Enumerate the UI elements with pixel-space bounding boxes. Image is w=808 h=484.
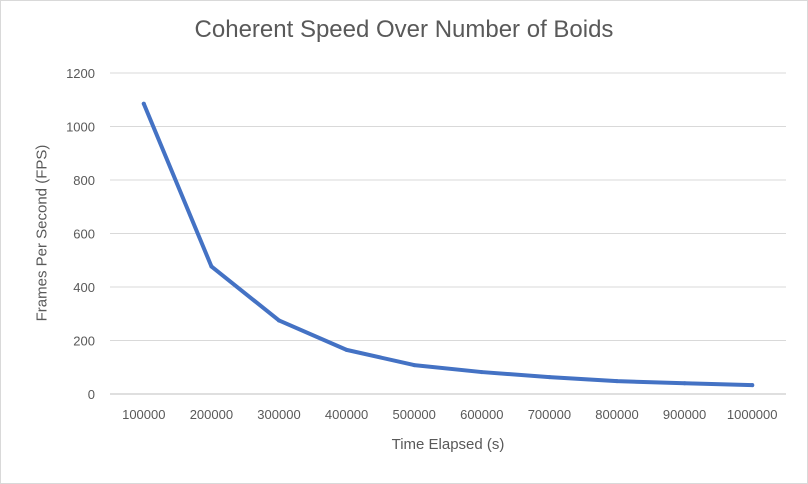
x-tick-label: 400000 xyxy=(325,407,368,422)
data-point xyxy=(682,381,687,386)
data-point xyxy=(412,363,417,368)
x-tick-label: 800000 xyxy=(595,407,638,422)
chart-title: Coherent Speed Over Number of Boids xyxy=(194,16,614,43)
x-axis-label: Time Elapsed (s) xyxy=(391,436,505,453)
y-tick-label: 1000 xyxy=(66,120,95,135)
series-group xyxy=(141,101,755,388)
data-point xyxy=(547,375,552,380)
y-tick-labels: 0 200 400 600 800 1000 1200 xyxy=(66,66,95,402)
y-tick-label: 200 xyxy=(73,334,95,349)
data-point xyxy=(750,383,755,388)
x-tick-label: 1000000 xyxy=(727,407,778,422)
x-tick-label: 900000 xyxy=(663,407,706,422)
y-tick-label: 400 xyxy=(73,280,95,295)
y-tick-label: 600 xyxy=(73,227,95,242)
data-point xyxy=(209,264,214,269)
x-tick-label: 300000 xyxy=(257,407,300,422)
x-tick-label: 500000 xyxy=(393,407,436,422)
y-tick-label: 800 xyxy=(73,173,95,188)
x-tick-label: 600000 xyxy=(460,407,503,422)
data-point xyxy=(277,318,281,323)
x-tick-label: 700000 xyxy=(528,407,571,422)
gridlines xyxy=(110,72,786,395)
data-point xyxy=(479,370,484,375)
x-tick-label: 100000 xyxy=(122,407,165,422)
x-tick-label: 200000 xyxy=(190,407,233,422)
data-point xyxy=(344,347,349,352)
series-line xyxy=(141,101,755,388)
y-tick-label: 1200 xyxy=(66,66,95,81)
data-point xyxy=(141,101,146,106)
data-point xyxy=(615,379,619,384)
y-tick-label: 0 xyxy=(88,387,95,402)
x-tick-labels: 100000 200000 300000 400000 500000 600000 7000… xyxy=(122,407,777,422)
